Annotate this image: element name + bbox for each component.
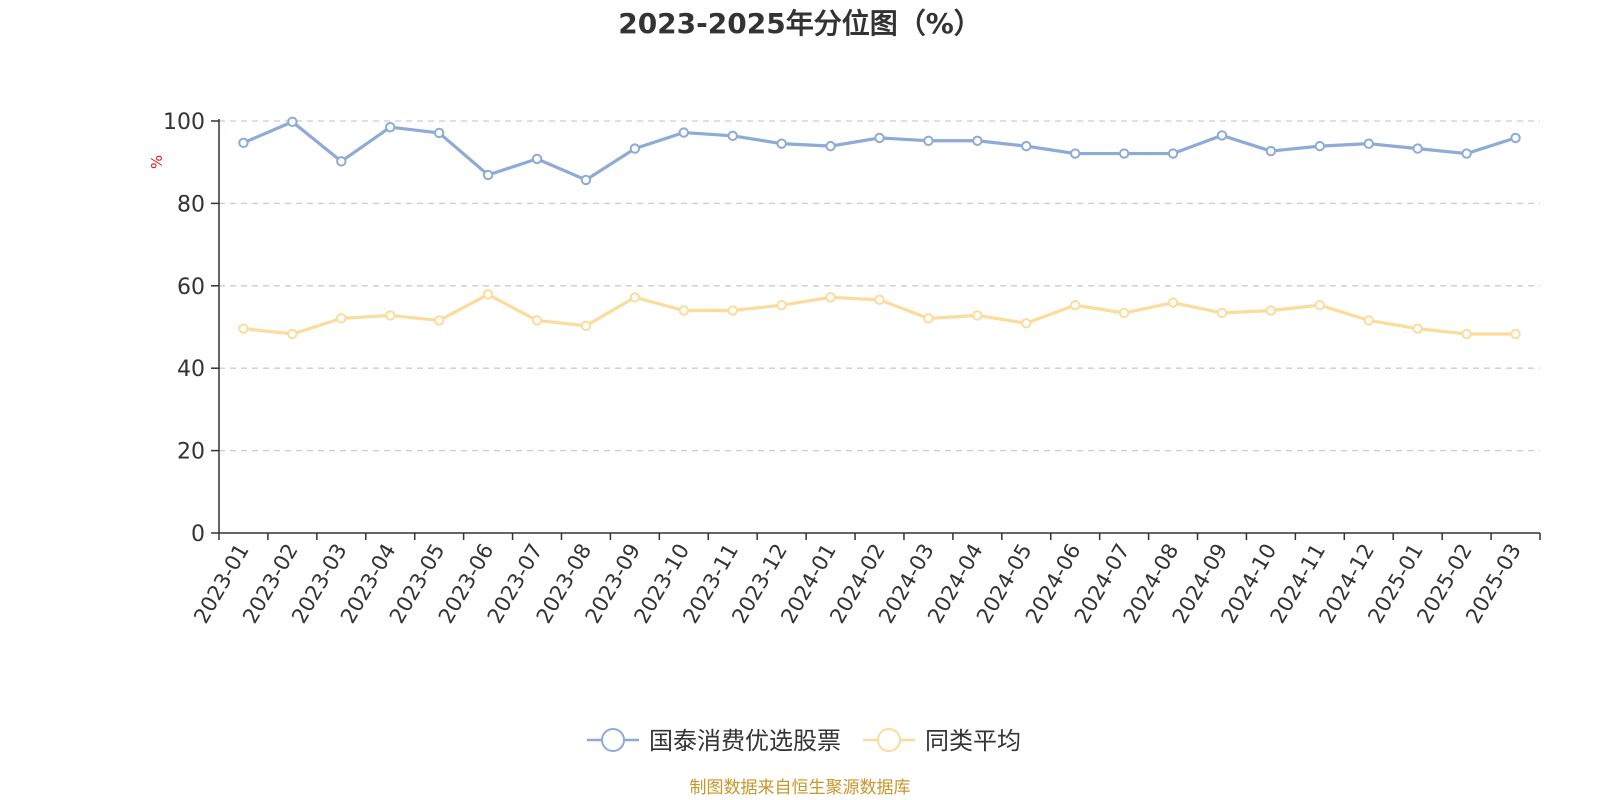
data-point [1265,305,1277,316]
data-point [972,310,983,321]
x-axis: 2023-012023-022023-032023-042023-052023-… [189,532,1541,627]
data-point [238,137,249,149]
series-line [241,120,1518,182]
data-point [923,313,934,324]
y-axis-unit-label: % [148,155,166,169]
data-point [531,153,543,165]
data-point [1118,307,1130,319]
y-tick-label: 40 [177,357,205,382]
chart-title: 2023-2025年分位图（%） [618,7,982,40]
data-point [336,156,347,167]
data-point [727,130,738,142]
data-point [385,121,396,133]
data-point [629,292,641,303]
data-point [580,320,592,331]
data-point [923,135,934,146]
source-note: 制图数据来自恒生聚源数据库 [690,778,911,798]
data-point [678,305,689,316]
data-point [972,135,983,146]
legend-label: 国泰消费优选股票 [649,727,841,755]
data-point [1216,130,1228,141]
y-axis: 0 20 40 60 80 100 [163,110,220,547]
y-tick-label: 100 [163,110,205,135]
data-point [874,132,885,144]
y-tick-label: 60 [177,275,205,300]
series-2 [238,289,1521,340]
legend-marker [601,728,625,752]
data-point [580,174,592,186]
data-point [1461,328,1472,340]
data-point [1510,328,1521,340]
data-point [1314,140,1326,152]
data-point [1167,148,1179,159]
data-point [1363,315,1374,326]
data-point [1118,148,1130,159]
data-point [1070,148,1081,159]
data-point [1314,299,1326,311]
data-point [287,116,298,128]
y-tick-label: 20 [177,440,205,465]
data-point [629,143,641,154]
y-tick-label: 80 [177,192,205,217]
data-point [238,323,249,334]
grid-lines [219,120,1540,452]
data-point [531,315,543,326]
data-point [874,294,885,306]
data-point [1265,145,1277,157]
data-point [1363,138,1374,149]
data-point [1461,148,1472,159]
data-point [336,313,347,324]
data-point [433,127,445,139]
data-point [433,315,445,326]
data-point [1412,323,1423,334]
data-point [1216,307,1228,319]
legend-item-1: 国泰消费优选股票 [587,727,841,755]
y-tick-label: 0 [191,522,205,547]
data-point [1167,297,1179,308]
data-point [1021,140,1032,152]
data-point [482,169,494,181]
data-point [1412,143,1423,154]
data-point [678,127,689,138]
series-1 [238,116,1521,186]
data-point [727,305,738,316]
data-point [1510,132,1521,144]
data-point [776,138,787,149]
legend: 国泰消费优选股票 同类平均 [587,727,1021,755]
data-point [482,289,494,300]
data-point [825,140,836,152]
data-point [287,328,298,340]
legend-label: 同类平均 [925,727,1021,755]
legend-marker [877,728,901,752]
legend-item-2: 同类平均 [863,727,1021,755]
data-point [776,299,787,311]
data-point [385,310,396,321]
series-layer [238,116,1521,340]
data-point [825,292,836,303]
data-point [1021,318,1032,329]
data-point [1070,299,1081,311]
